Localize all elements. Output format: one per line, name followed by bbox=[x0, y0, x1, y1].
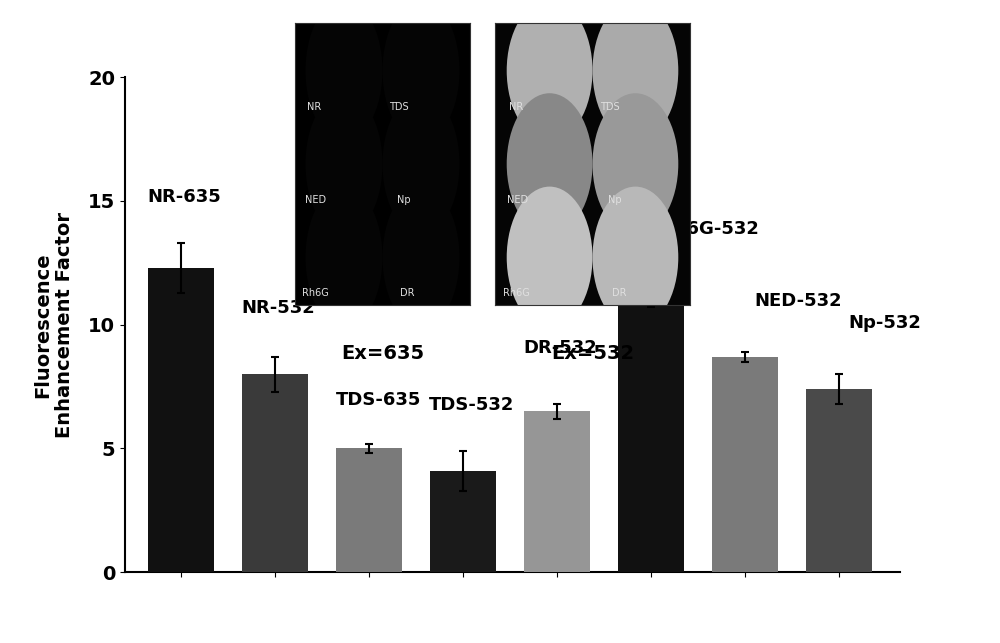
Ellipse shape bbox=[306, 0, 382, 141]
Bar bbox=[336, 449, 402, 572]
Text: TDS: TDS bbox=[600, 102, 620, 112]
Ellipse shape bbox=[507, 93, 592, 235]
Bar bbox=[430, 471, 496, 572]
Ellipse shape bbox=[592, 186, 678, 328]
Bar bbox=[524, 412, 590, 572]
Text: NR-635: NR-635 bbox=[148, 188, 221, 206]
Text: NED: NED bbox=[507, 195, 528, 205]
Text: TDS: TDS bbox=[390, 102, 409, 112]
Ellipse shape bbox=[306, 93, 382, 235]
Bar bbox=[242, 374, 308, 572]
Text: NR: NR bbox=[307, 102, 322, 112]
Bar bbox=[618, 295, 684, 572]
Text: NR-532: NR-532 bbox=[241, 299, 315, 317]
Text: TDS-635: TDS-635 bbox=[335, 391, 421, 409]
Ellipse shape bbox=[382, 186, 460, 328]
Ellipse shape bbox=[592, 93, 678, 235]
Text: Ex=532: Ex=532 bbox=[551, 344, 634, 363]
Text: Np: Np bbox=[608, 195, 622, 205]
Text: Np: Np bbox=[396, 195, 410, 205]
Bar bbox=[806, 389, 872, 572]
Text: Rh6G: Rh6G bbox=[503, 289, 530, 298]
Text: Ex=635: Ex=635 bbox=[341, 344, 424, 363]
Text: Rh6G: Rh6G bbox=[302, 289, 329, 298]
Y-axis label: Fluorescence
Enhancement Factor: Fluorescence Enhancement Factor bbox=[33, 212, 74, 438]
Text: NED: NED bbox=[306, 195, 327, 205]
Ellipse shape bbox=[306, 186, 382, 328]
Ellipse shape bbox=[507, 0, 592, 141]
Ellipse shape bbox=[382, 93, 460, 235]
Bar bbox=[148, 267, 214, 572]
Text: NED-532: NED-532 bbox=[754, 292, 842, 310]
Text: TDS-532: TDS-532 bbox=[429, 396, 515, 414]
Ellipse shape bbox=[592, 0, 678, 141]
Text: NR: NR bbox=[509, 102, 523, 112]
Text: DR-532: DR-532 bbox=[523, 339, 597, 357]
Ellipse shape bbox=[507, 186, 592, 328]
Ellipse shape bbox=[382, 0, 460, 141]
Text: Np-532: Np-532 bbox=[848, 314, 921, 332]
Text: DR: DR bbox=[400, 289, 415, 298]
Text: Rh6G-532: Rh6G-532 bbox=[660, 220, 759, 238]
Bar bbox=[712, 357, 778, 572]
Text: DR: DR bbox=[612, 289, 626, 298]
